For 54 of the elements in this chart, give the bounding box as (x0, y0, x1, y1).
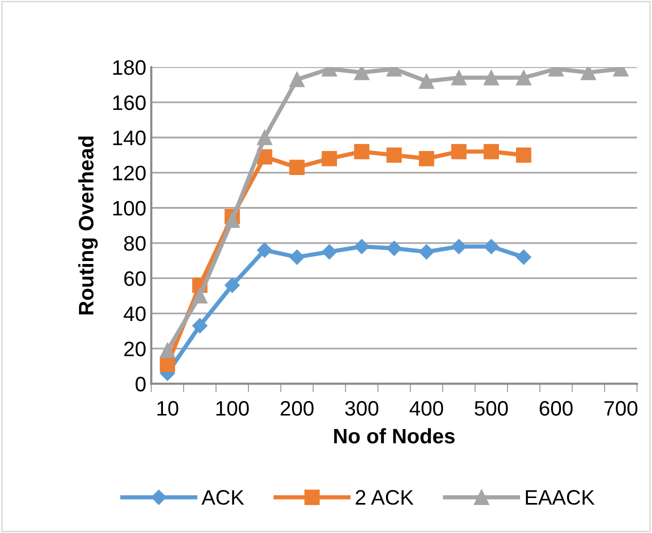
y-tick-label: 80 (124, 236, 146, 251)
point (354, 238, 370, 254)
point (289, 160, 305, 176)
point (451, 238, 466, 254)
x-tick-label: 500 (474, 400, 508, 416)
point (224, 212, 240, 228)
point (484, 70, 499, 86)
x-tick-label: 10 (157, 400, 178, 416)
y-tick-label: 120 (113, 166, 146, 180)
x-tick-label: 400 (410, 400, 444, 416)
point (289, 250, 305, 265)
point (160, 342, 176, 358)
point (386, 240, 402, 256)
point (451, 144, 467, 160)
point (516, 147, 532, 163)
point (257, 242, 272, 258)
y-tick-label: 20 (124, 342, 146, 356)
point (418, 150, 434, 166)
point (484, 238, 499, 254)
y-tick-label: 100 (113, 200, 146, 216)
point (451, 70, 467, 86)
point (289, 72, 305, 88)
point (418, 74, 434, 89)
point (192, 318, 208, 334)
y-tick-label: 180 (113, 60, 146, 75)
x-tick-label: 300 (345, 400, 378, 416)
x-tick-label: 200 (280, 400, 314, 416)
point (192, 288, 208, 304)
legend-label: EAACK (526, 490, 595, 505)
point (256, 130, 272, 146)
y-tick-label: 60 (124, 271, 146, 286)
point (386, 147, 402, 163)
y-tick-label: 140 (113, 130, 146, 146)
x-tick-label: 100 (216, 400, 249, 416)
legend-label: 2 ACK (356, 490, 414, 505)
point (354, 144, 370, 160)
point (516, 250, 532, 265)
x-tick-label: 600 (540, 400, 573, 416)
legend-label: ACK (202, 490, 244, 505)
x-axis-title: No of Nodes (334, 428, 455, 444)
point (580, 67, 596, 80)
y-tick-label: 160 (113, 95, 146, 110)
point (322, 244, 337, 260)
point (322, 150, 338, 166)
point (484, 144, 499, 160)
point (354, 67, 370, 80)
point (160, 356, 176, 372)
x-tick-label: 700 (604, 400, 638, 416)
y-axis-title: Routing Overhead (78, 136, 98, 314)
point (516, 70, 532, 86)
y-tick-label: 40 (124, 306, 146, 322)
point (418, 244, 434, 260)
point (224, 278, 240, 293)
y-tick-label: 0 (136, 376, 146, 392)
